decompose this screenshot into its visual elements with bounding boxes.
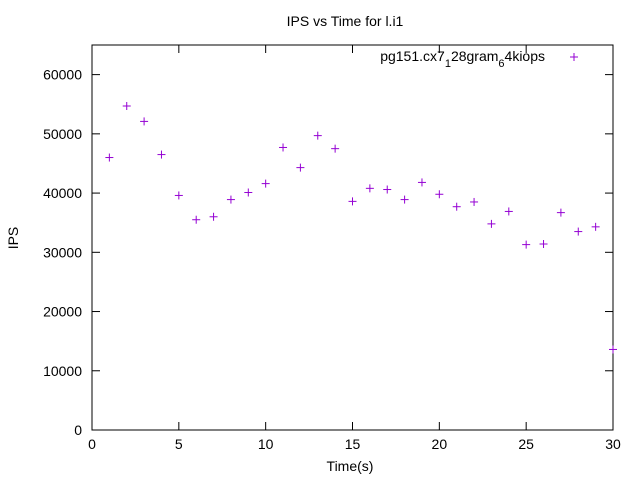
legend-entry-label: pg151.cx7128gram64kiops	[380, 48, 545, 70]
data-point	[365, 184, 374, 193]
x-tick-label: 30	[605, 436, 621, 452]
data-point	[383, 185, 392, 194]
data-point	[140, 117, 149, 126]
data-point	[417, 178, 426, 187]
data-point	[244, 188, 253, 197]
y-tick-label: 50000	[43, 126, 82, 142]
y-axis: 0 10000 20000 30000 40000 50000 60000	[43, 67, 613, 438]
y-axis-label: IPS	[5, 227, 21, 250]
data-point	[504, 207, 513, 216]
data-point	[296, 163, 305, 172]
data-point	[452, 202, 461, 211]
data-point	[105, 153, 114, 162]
data-point	[539, 240, 548, 249]
data-point	[348, 197, 357, 206]
data-point	[226, 195, 235, 204]
plot-area-frame	[91, 44, 614, 431]
data-point	[591, 222, 600, 231]
y-tick-label: 0	[74, 422, 82, 438]
data-point	[470, 197, 479, 206]
y-tick-label: 30000	[43, 244, 82, 260]
x-tick-label: 25	[518, 436, 534, 452]
data-point	[522, 240, 531, 249]
x-tick-label: 15	[345, 436, 361, 452]
data-points	[105, 102, 617, 354]
y-tick-label: 40000	[43, 185, 82, 201]
x-tick-label: 5	[175, 436, 183, 452]
legend-marker	[570, 53, 578, 61]
y-tick-label: 60000	[43, 67, 82, 83]
data-point	[209, 212, 218, 221]
x-axis: 0 5 10 15 20 25 30	[88, 45, 621, 452]
data-point	[331, 144, 340, 153]
data-point	[400, 195, 409, 204]
data-point	[157, 150, 166, 159]
legend: pg151.cx7128gram64kiops	[380, 48, 578, 70]
data-point	[556, 208, 565, 217]
data-point	[122, 102, 131, 111]
x-axis-label: Time(s)	[327, 458, 374, 474]
data-point	[313, 131, 322, 140]
chart-title: IPS vs Time for l.i1	[287, 13, 404, 29]
data-point	[609, 345, 617, 354]
y-tick-label: 20000	[43, 304, 82, 320]
x-tick-label: 20	[432, 436, 448, 452]
x-tick-label: 10	[258, 436, 274, 452]
y-tick-label: 10000	[43, 363, 82, 379]
data-point	[174, 191, 183, 200]
x-tick-label: 0	[88, 436, 96, 452]
legend-marker-plus	[570, 53, 578, 61]
data-point	[261, 179, 270, 188]
data-point	[279, 143, 288, 152]
data-point	[487, 219, 496, 228]
data-point	[192, 215, 201, 224]
data-point	[435, 190, 444, 199]
data-point	[574, 227, 583, 236]
